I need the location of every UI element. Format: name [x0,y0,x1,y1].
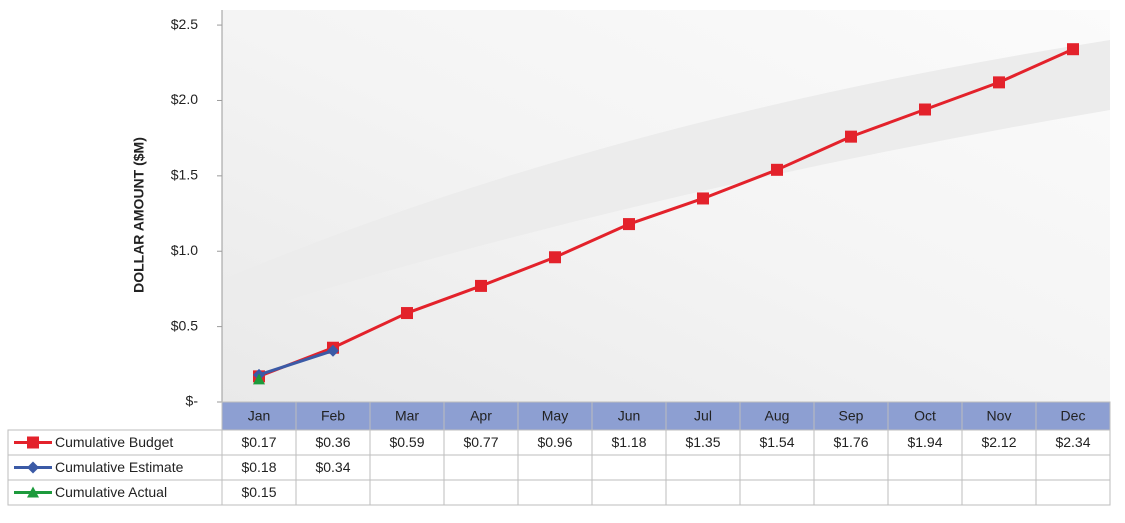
x-tick-label: Oct [914,408,936,424]
data-label: $1.35 [685,434,720,450]
table-cell [517,454,593,481]
x-tick-label: May [542,408,568,424]
marker [919,103,931,116]
x-tick-label: Feb [321,408,345,424]
table-cell [739,479,815,506]
marker [771,163,783,176]
data-label: $0.18 [241,459,276,475]
table-cell [1035,454,1111,481]
table-cell [295,479,371,506]
table-cell [1035,479,1111,506]
marker [549,251,561,264]
marker [623,218,635,231]
table-cell [591,454,667,481]
y-tick-label: $1.0 [171,242,198,258]
data-label: $1.18 [611,434,646,450]
table-cell [739,454,815,481]
x-tick-label: Mar [395,408,419,424]
x-tick-label: Jun [618,408,641,424]
data-label: $1.94 [907,434,942,450]
marker [475,279,487,292]
y-tick-label: $2.5 [171,16,198,32]
table-cell [443,479,519,506]
x-tick-label: Dec [1061,408,1086,424]
data-label: $2.12 [981,434,1016,450]
y-axis-title: DOLLAR AMOUNT ($M) [131,137,147,293]
legend-marker [27,436,39,449]
table-cell [961,454,1037,481]
x-tick-label: Sep [839,408,864,424]
x-tick-label: Aug [765,408,790,424]
x-tick-label: Jul [694,408,712,424]
marker [401,307,413,320]
marker [993,76,1005,89]
legend-marker [27,486,39,498]
marker [253,373,265,385]
data-label: $2.34 [1055,434,1090,450]
marker [845,130,857,143]
data-label: $0.15 [241,484,276,500]
table-cell [887,479,963,506]
background-decoration [222,40,1110,320]
x-tick-label: Jan [248,408,271,424]
data-label: $0.36 [315,434,350,450]
y-tick-label: $2.0 [171,91,198,107]
table-cell [665,454,741,481]
table-cell [591,479,667,506]
data-label: $0.96 [537,434,572,450]
data-label: $0.59 [389,434,424,450]
marker [1067,43,1079,56]
series-line [258,349,334,377]
y-tick-label: $0.5 [171,317,198,333]
table-cell [665,479,741,506]
table-cell [813,454,889,481]
legend-label: Cumulative Estimate [55,459,184,475]
series-line [258,47,1074,378]
table-cell [813,479,889,506]
legend-marker [27,461,39,474]
y-tick-label: $1.5 [171,167,198,183]
table-cell [517,479,593,506]
data-label: $1.76 [833,434,868,450]
marker [327,344,339,357]
marker [697,192,709,205]
legend-label: Cumulative Actual [55,484,167,500]
table-cell [369,479,445,506]
y-tick-label: $- [186,393,199,409]
data-label: $1.54 [759,434,794,450]
table-cell [369,454,445,481]
x-tick-label: Apr [470,408,492,424]
table-cell [443,454,519,481]
legend-label: Cumulative Budget [55,434,173,450]
table-cell [961,479,1037,506]
data-label: $0.34 [315,459,350,475]
data-label: $0.17 [241,434,276,450]
data-label: $0.77 [463,434,498,450]
table-cell [887,454,963,481]
x-tick-label: Nov [987,408,1012,424]
